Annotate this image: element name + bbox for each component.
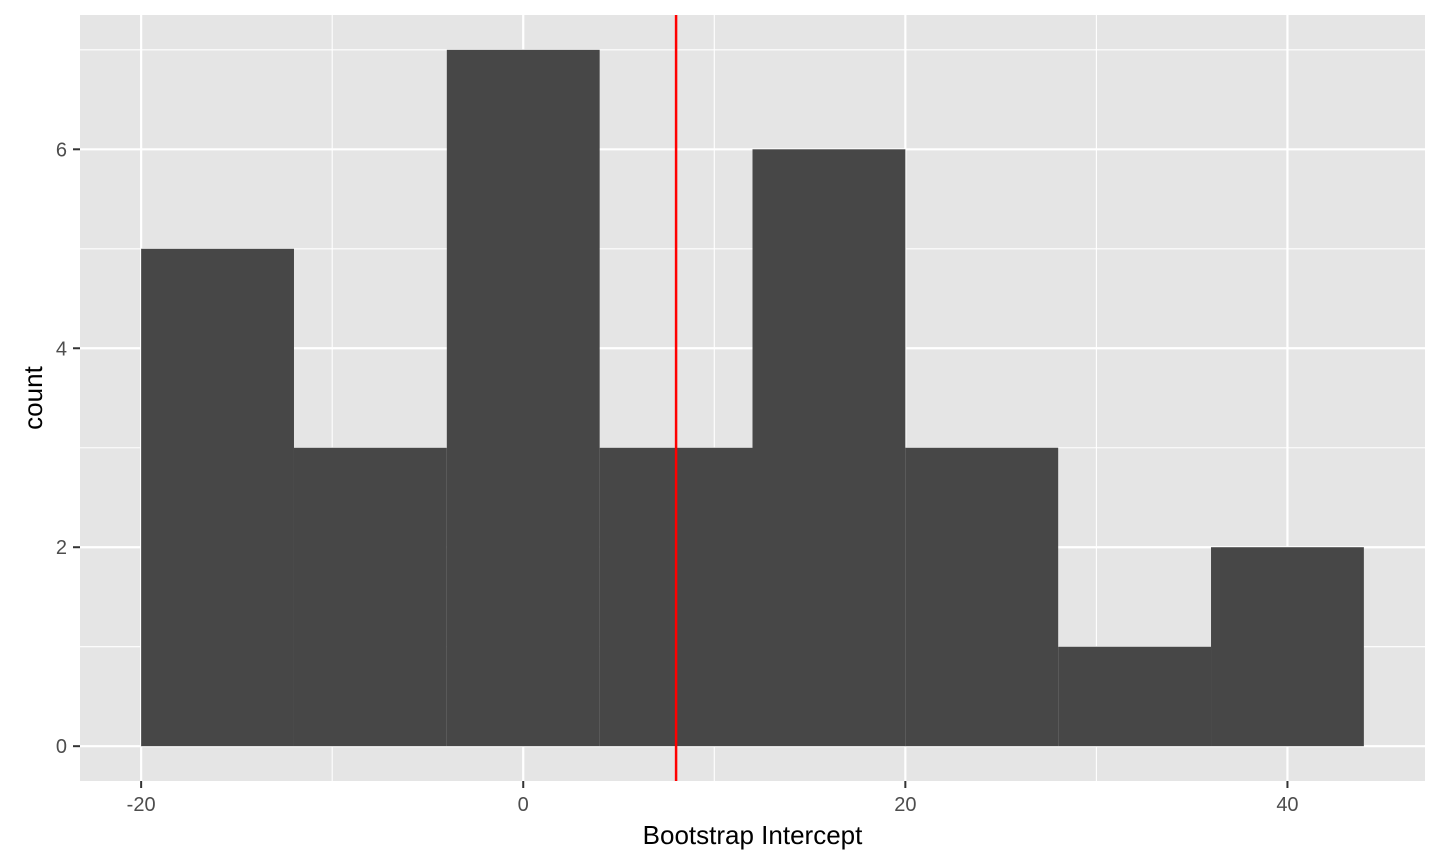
histogram-bar (1058, 646, 1212, 747)
x-axis-title: Bootstrap Intercept (643, 820, 863, 850)
histogram-bar (1211, 547, 1364, 747)
x-tick-label: -20 (127, 794, 156, 816)
x-axis: -20 0 20 40 (127, 781, 1299, 816)
histogram-bar (752, 149, 906, 747)
histogram-bar (141, 248, 294, 747)
y-tick-label: 6 (56, 139, 67, 161)
y-tick-label: 2 (56, 537, 67, 559)
x-tick-label: 0 (518, 794, 529, 816)
histogram-bar (446, 49, 600, 747)
y-axis-title: count (18, 365, 48, 429)
y-tick-label: 0 (56, 736, 67, 758)
histogram-bar (905, 447, 1059, 747)
y-axis: 0 2 4 6 (56, 139, 80, 758)
y-tick-label: 4 (56, 338, 67, 360)
x-tick-label: 20 (894, 794, 916, 816)
x-tick-label: 40 (1276, 794, 1298, 816)
histogram-bar (293, 447, 447, 747)
